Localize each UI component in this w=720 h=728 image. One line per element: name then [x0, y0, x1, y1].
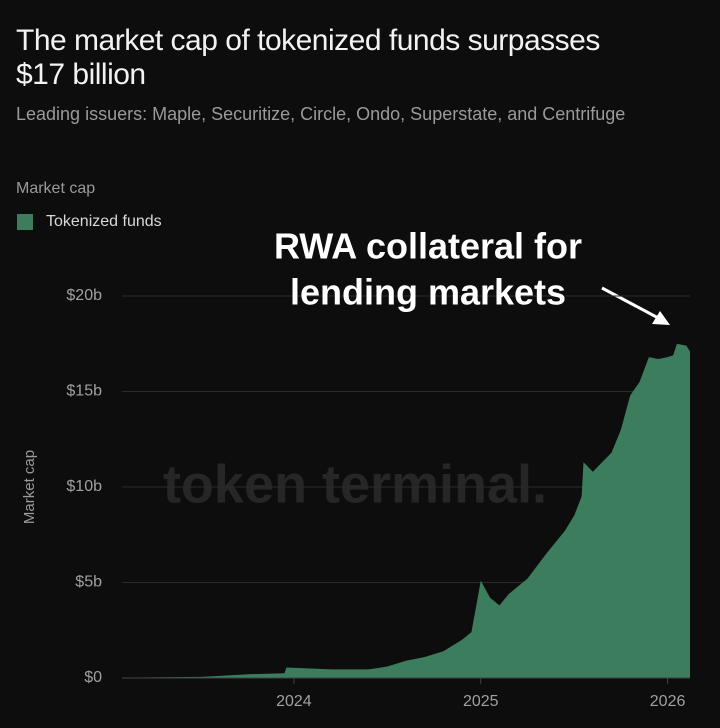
x-tick-label: 2026	[650, 693, 686, 710]
y-axis-label: Market cap	[21, 450, 38, 524]
x-tick-label: 2024	[276, 693, 312, 710]
y-tick-label: $15b	[66, 383, 102, 400]
arrow-head	[652, 311, 670, 325]
chart-subtitle: Leading issuers: Maple, Securitize, Circ…	[16, 104, 626, 124]
chart-title: The market cap of tokenized funds surpas…	[16, 24, 600, 91]
arrow-line	[601, 286, 663, 322]
area	[125, 343, 691, 678]
legend-title: Market cap	[16, 180, 95, 197]
y-tick-label: $0	[84, 669, 102, 686]
annotation: lending markets	[290, 272, 566, 313]
y-tick-label: $10b	[66, 478, 102, 495]
y-tick-label: $5b	[75, 574, 102, 591]
y-tick-label: $20b	[66, 287, 102, 304]
legend-swatch	[17, 214, 33, 230]
watermark: token terminal.	[163, 454, 547, 514]
annotation: RWA collateral for	[274, 226, 582, 267]
legend-label: Tokenized funds	[46, 213, 162, 230]
x-tick-label: 2025	[463, 693, 499, 710]
